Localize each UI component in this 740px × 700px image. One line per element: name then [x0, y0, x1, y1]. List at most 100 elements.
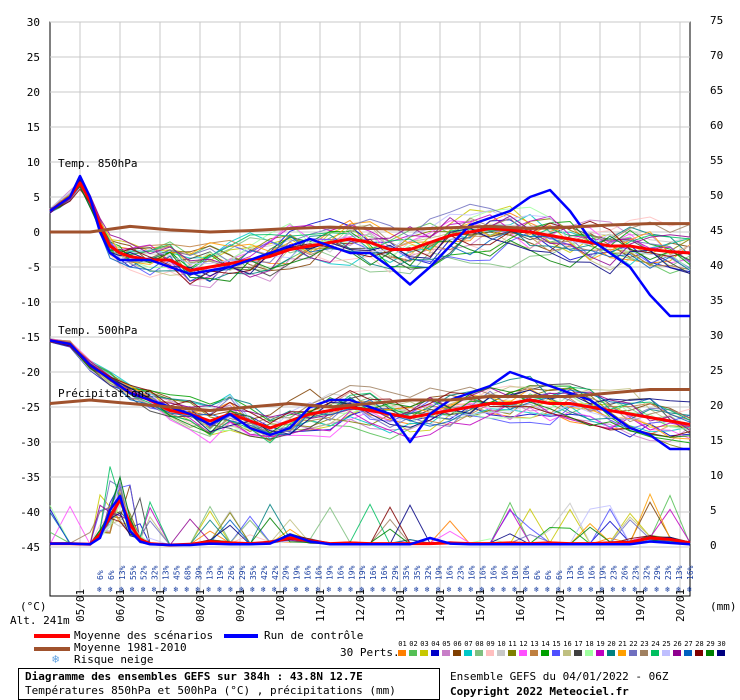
snow-risk-label: 29% — [238, 565, 247, 580]
pert-swatch — [442, 650, 450, 656]
pert-swatch — [607, 650, 615, 656]
pert-number: 03 — [420, 640, 429, 648]
snow-risk-label: 42% — [271, 565, 280, 580]
pert-swatch — [541, 650, 549, 656]
snow-risk-label: 19% — [358, 565, 367, 580]
pert-number: 04 — [431, 640, 440, 648]
snowflake-icon: ❄ — [283, 585, 288, 594]
pert-swatch — [640, 650, 648, 656]
pert-number: 11 — [508, 640, 517, 648]
snowflake-icon: ❄ — [392, 585, 397, 594]
pert-number: 19 — [596, 640, 605, 648]
legend: Moyenne des scénarios Moyenne 1981-2010 … — [0, 626, 740, 700]
x-tick-label: 12/01 — [354, 589, 367, 622]
snowflake-icon: ❄ — [141, 585, 146, 594]
snowflake-icon: ❄ — [337, 585, 342, 594]
pert-swatch — [398, 650, 406, 656]
right-tick-label: 20 — [710, 399, 723, 412]
pert-swatch — [684, 650, 692, 656]
snow-risk-label: 68% — [183, 565, 192, 580]
snow-risk-label: 42% — [260, 565, 269, 580]
snowflake-icon: ❄ — [184, 585, 189, 594]
left-tick-label: -5 — [27, 261, 40, 274]
snowflake-icon: ❄ — [228, 585, 233, 594]
chart-subtitle: Températures 850hPa et 500hPa (°C) , pré… — [25, 684, 396, 697]
right-tick-label: 30 — [710, 329, 723, 342]
right-tick-label: 5 — [710, 504, 717, 517]
member-line — [49, 178, 691, 278]
pert-swatch — [464, 650, 472, 656]
legend-swatch-control — [224, 634, 258, 638]
pert-number: 05 — [442, 640, 451, 648]
snow-risk-label: 16% — [500, 565, 509, 580]
snowflake-icon: ❄ — [195, 585, 200, 594]
pert-swatch — [431, 650, 439, 656]
x-axis-labels: 05/01 06/01 07/01 08/01 09/01 10/01 11/01 12/01… — [74, 589, 687, 622]
pert-number: 06 — [453, 640, 462, 648]
pert-swatch — [497, 650, 505, 656]
snowflake-icon: ❄ — [479, 585, 484, 594]
pert-number: 30 — [717, 640, 726, 648]
snow-risk-label: 10% — [577, 565, 586, 580]
pert-number: 13 — [530, 640, 539, 648]
x-tick-label: 13/01 — [394, 589, 407, 622]
snowflake-icon: ❄ — [578, 585, 583, 594]
snowflake-icon: ❄ — [468, 585, 473, 594]
pert-number: 25 — [662, 640, 671, 648]
snowflake-icon: ❄ — [556, 585, 561, 594]
snow-risk-label: 16% — [369, 565, 378, 580]
snowflake-icon: ❄ — [294, 585, 299, 594]
snow-risk-label: 32% — [642, 565, 651, 580]
x-tick-label: 14/01 — [434, 589, 447, 622]
snowflake-icon: ❄ — [447, 585, 452, 594]
snow-risk-label: 29% — [391, 565, 400, 580]
snow-risk-label: 16% — [380, 565, 389, 580]
x-tick-label: 09/01 — [234, 589, 247, 622]
right-tick-label: 70 — [710, 49, 723, 62]
left-tick-label: -40 — [20, 506, 40, 519]
snowflake-icon: ❄ — [52, 652, 60, 666]
altitude-label: Alt. 241m — [10, 614, 70, 626]
snowflake-icon: ❄ — [119, 585, 124, 594]
left-tick-label: -20 — [20, 366, 40, 379]
snow-risk-label: 23% — [457, 565, 466, 580]
snow-risk-label: 32% — [424, 565, 433, 580]
snow-risk-label: 10% — [522, 565, 531, 580]
pert-swatch — [453, 650, 461, 656]
right-tick-label: 25 — [710, 364, 723, 377]
snowflake-icon: ❄ — [665, 585, 670, 594]
snow-risk-label: 6% — [107, 570, 116, 580]
snowflake-icon: ❄ — [272, 585, 277, 594]
pert-number: 07 — [464, 640, 473, 648]
snow-risk-label: 16% — [315, 565, 324, 580]
snow-risk-label: 19% — [599, 565, 608, 580]
left-tick-label: 20 — [27, 86, 40, 99]
snow-risk-label: 13% — [675, 565, 684, 580]
pert-swatch — [552, 650, 560, 656]
x-tick-label: 18/01 — [594, 589, 607, 622]
snowflake-icon: ❄ — [305, 585, 310, 594]
legend-label-snow: Risque neige — [74, 653, 154, 666]
left-tick-label: -15 — [20, 331, 40, 344]
perts-label: 30 Perts. — [340, 646, 400, 659]
pert-swatch — [530, 650, 538, 656]
snow-risk-label: 13% — [205, 565, 214, 580]
pert-swatch — [563, 650, 571, 656]
right-tick-label: 75 — [710, 14, 723, 27]
label-t500: Temp. 500hPa — [58, 324, 137, 337]
snow-risk-label: 29% — [282, 565, 291, 580]
pert-swatch — [585, 650, 593, 656]
right-tick-label: 55 — [710, 154, 723, 167]
snow-risk-label: 23% — [631, 565, 640, 580]
member-line — [49, 340, 691, 438]
left-tick-label: -35 — [20, 471, 40, 484]
snow-risk-label: 6% — [533, 570, 542, 580]
snow-risk-label: 19% — [347, 565, 356, 580]
pert-swatch — [629, 650, 637, 656]
snowflake-icon: ❄ — [261, 585, 266, 594]
snowflake-icon: ❄ — [414, 585, 419, 594]
snowflake-icon: ❄ — [403, 585, 408, 594]
snow-risk-label: 35% — [402, 565, 411, 580]
